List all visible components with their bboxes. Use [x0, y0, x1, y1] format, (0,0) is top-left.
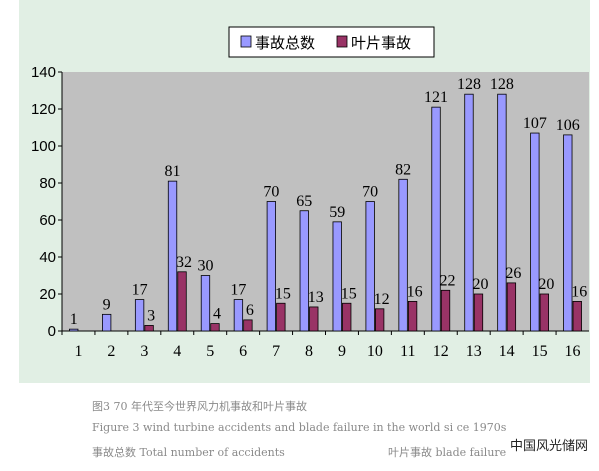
figure-caption-chinese: 图3 70 年代至今世界风力机事故和叶片事故: [92, 400, 307, 413]
bar-total-accidents: [398, 178, 408, 332]
data-label: 128: [457, 76, 481, 93]
bar-total-accidents: [200, 275, 211, 332]
data-label: 22: [440, 272, 456, 289]
bar-total-accidents: [563, 134, 573, 332]
bar-total-accidents: [69, 328, 79, 332]
bar-total-accidents: [365, 201, 375, 332]
data-label: 20: [472, 276, 488, 293]
bar-total-accidents: [497, 93, 507, 332]
chart-area: 0 20 40 60 80 100 120 140 1 1 2 9 3 17 3 4 81 32 5 30 4 6 17 6 7…: [19, 0, 590, 383]
data-label: 81: [165, 163, 181, 180]
x-tick-label: 5: [206, 343, 214, 360]
data-label: 59: [329, 204, 345, 221]
x-tick-label: 6: [239, 343, 247, 360]
bar-blade-failures: [309, 306, 319, 332]
bar-blade-failures: [177, 271, 187, 332]
data-label: 3: [147, 307, 155, 324]
data-label: 1: [70, 311, 78, 328]
data-label: 106: [556, 117, 580, 134]
bar-total-accidents: [167, 180, 178, 332]
data-label: 16: [407, 283, 423, 300]
bar-total-accidents: [530, 132, 540, 332]
bar-blade-failures: [210, 323, 220, 332]
bar-blade-failures: [473, 293, 484, 332]
bar-total-accidents: [134, 299, 145, 332]
data-label: 15: [341, 285, 357, 302]
data-label: 65: [296, 193, 312, 210]
bar-blade-failures: [572, 300, 582, 332]
bar-blade-failures: [144, 325, 154, 332]
data-label: 6: [246, 302, 254, 319]
x-tick-label: 7: [272, 343, 280, 360]
x-tick-label: 10: [367, 343, 383, 360]
x-tick-label: 4: [173, 343, 181, 360]
data-label: 12: [374, 291, 390, 308]
data-label: 70: [362, 184, 378, 201]
legend-label-total: 事故总数: [255, 34, 315, 52]
data-label: 107: [523, 115, 547, 132]
bar-total-accidents: [332, 221, 342, 332]
bar-total-accidents: [464, 93, 474, 332]
data-label: 26: [505, 265, 521, 282]
legend-swatch-blade: [336, 35, 348, 48]
bar-total-accidents: [233, 299, 244, 332]
data-label: 13: [308, 289, 324, 306]
bar-blade-failures: [276, 302, 286, 332]
data-label: 70: [263, 184, 279, 201]
data-label: 32: [176, 254, 192, 271]
data-label: 17: [230, 282, 246, 299]
x-tick-label: 13: [466, 343, 482, 360]
data-label: 128: [490, 76, 514, 93]
bar-total-accidents: [102, 313, 112, 332]
caption-legend-blade: 叶片事故 blade failure: [388, 446, 507, 459]
y-tick-label: 120: [31, 101, 56, 118]
figure-caption-english: Figure 3 wind turbine accidents and blad…: [92, 421, 507, 434]
bar-blade-failures: [539, 293, 549, 332]
x-tick-label: 11: [400, 343, 415, 360]
x-tick-label: 9: [338, 343, 346, 360]
legend-box: [228, 26, 435, 58]
watermark-logo-text: 中国风光储网: [510, 439, 589, 454]
y-tick-label: 40: [39, 249, 56, 266]
y-tick-label: 140: [31, 64, 56, 81]
x-tick-label: 16: [565, 343, 581, 360]
legend-swatch-total: [240, 35, 252, 48]
data-label: 17: [132, 282, 148, 299]
x-tick-label: 14: [499, 343, 515, 360]
bar-blade-failures: [440, 289, 451, 332]
data-label: 121: [424, 89, 448, 106]
data-label: 9: [103, 296, 111, 313]
bar-blade-failures: [407, 300, 418, 332]
bar-total-accidents: [431, 106, 441, 332]
y-tick-label: 100: [31, 138, 56, 155]
bar-blade-failures: [342, 302, 352, 332]
x-tick-label: 15: [532, 343, 548, 360]
x-tick-label: 2: [107, 343, 115, 360]
data-label: 20: [538, 276, 554, 293]
bar-blade-failures: [506, 282, 517, 332]
bar-total-accidents: [266, 201, 276, 332]
data-label: 82: [395, 161, 411, 178]
bar-blade-failures: [243, 319, 253, 332]
x-tick-label: 12: [433, 343, 449, 360]
data-label: 15: [275, 285, 291, 302]
legend-label-blade: 叶片事故: [351, 34, 411, 52]
y-tick-label: 20: [39, 286, 56, 303]
y-tick-label: 80: [39, 175, 56, 192]
bar-blade-failures: [375, 308, 385, 332]
bar-total-accidents: [299, 210, 309, 332]
data-label: 4: [213, 306, 221, 323]
x-tick-label: 3: [140, 343, 148, 360]
caption-legend-total: 事故总数 Total number of accidents: [92, 446, 285, 459]
data-label: 16: [571, 283, 587, 300]
x-tick-label: 8: [305, 343, 313, 360]
bar-chart: 0204060801001201401129317348132530461767…: [31, 26, 589, 360]
y-tick-label: 0: [48, 323, 56, 340]
y-tick-label: 60: [39, 212, 56, 229]
x-tick-label: 1: [74, 343, 82, 360]
data-label: 30: [197, 258, 213, 275]
